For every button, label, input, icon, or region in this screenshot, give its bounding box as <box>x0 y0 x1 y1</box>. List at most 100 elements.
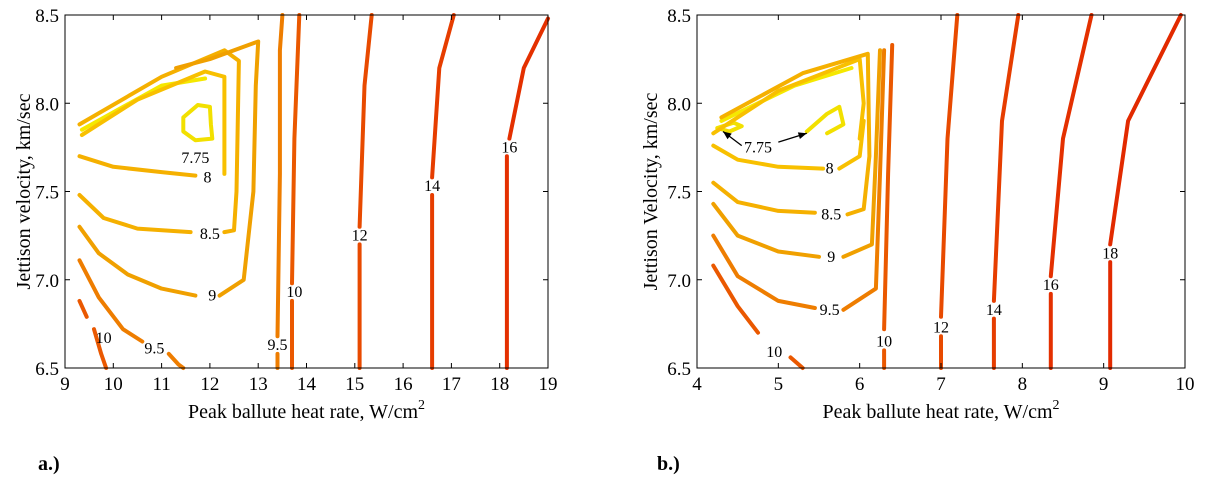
contour-line <box>357 13 374 229</box>
contour-label: 8.5 <box>821 206 841 223</box>
x-tick-label: 17 <box>442 374 461 395</box>
contour-label: 8 <box>204 169 212 186</box>
contour-label: 9 <box>827 249 835 266</box>
contour-line <box>841 48 882 259</box>
contour-label: 12 <box>933 319 949 336</box>
contour-line <box>77 298 89 319</box>
contour-line <box>882 43 895 332</box>
chart-panel-1: 7.75 8 8.5 9 9.5 9.5 10 10 12 14 16 9 10 11 12 13 14 15 16… <box>13 6 558 475</box>
y-tick-label: 6.5 <box>35 359 59 380</box>
y-tick-label: 8.5 <box>667 6 691 27</box>
contour-line <box>711 233 817 310</box>
contour-line <box>77 224 198 298</box>
x-tick-label: 12 <box>200 374 219 395</box>
contour-line <box>719 51 872 217</box>
x-tick-label: 6 <box>855 374 865 395</box>
contour-line <box>711 143 826 171</box>
contour-line <box>991 13 1021 303</box>
x-tick-label: 8 <box>1018 374 1028 395</box>
y-tick-label: 7.5 <box>35 183 59 204</box>
contour-label: 18 <box>1102 245 1118 262</box>
contour-label: 14 <box>424 178 440 195</box>
x-tick-label: 5 <box>774 374 784 395</box>
contour-line <box>290 13 302 286</box>
contour-label: 10 <box>286 284 302 301</box>
contour-label: 16 <box>1043 277 1059 294</box>
contour-label: 14 <box>986 302 1002 319</box>
x-tick-label: 16 <box>394 374 413 395</box>
y-tick-label: 7.5 <box>667 183 691 204</box>
contour-line <box>1108 13 1183 247</box>
x-tick-label: 19 <box>539 374 558 395</box>
contour-line <box>77 193 193 235</box>
x-tick-label: 10 <box>1176 374 1195 395</box>
x-axis-label-text: Peak ballute heat rate, W/cm <box>822 401 1053 423</box>
contour-label: 16 <box>501 139 517 156</box>
contour-label: 10 <box>766 344 782 361</box>
contour-line <box>174 39 261 298</box>
contour-line <box>92 327 109 370</box>
contour-label: 8.5 <box>200 226 220 243</box>
y-tick-label: 8.5 <box>35 6 59 27</box>
x-tick-label: 10 <box>104 374 123 395</box>
annotation-label: 7.75 <box>744 139 772 156</box>
contour-label: 10 <box>96 330 112 347</box>
contour-line <box>430 13 456 180</box>
contour-line <box>711 180 817 215</box>
x-axis-label: Peak ballute heat rate, W/cm2 <box>822 398 1059 423</box>
contour-line <box>79 69 227 176</box>
contour-line <box>507 16 550 141</box>
contour-line <box>1048 13 1094 279</box>
contour-line <box>79 76 208 132</box>
contour-label: 9.5 <box>144 341 164 358</box>
contour-line <box>275 13 285 339</box>
contour-line <box>77 258 145 344</box>
x-axis-label: Peak ballute heat rate, W/cm2 <box>188 398 425 423</box>
contour-line <box>711 57 866 141</box>
x-tick-label: 7 <box>936 374 946 395</box>
chart-panel-2: 8 8.5 9 9.5 10 10 12 14 16 18 7.75 4 5 6 7 8 9 10 6.5 7.0 7.… <box>640 6 1195 475</box>
x-tick-label: 14 <box>297 374 317 395</box>
x-axis-label-sup: 2 <box>418 398 425 413</box>
x-tick-label: 13 <box>249 374 268 395</box>
contour-label: 10 <box>876 334 892 351</box>
contour-label: 9.5 <box>268 337 288 354</box>
x-tick-label: 15 <box>345 374 364 395</box>
x-tick-label: 11 <box>152 374 170 395</box>
panel-label: a.) <box>38 453 60 475</box>
y-tick-label: 8.0 <box>667 94 691 115</box>
y-tick-label: 7.0 <box>35 271 59 292</box>
contour-label: 9.5 <box>820 302 840 319</box>
y-axis-label: Jettison velocity, km/sec <box>13 93 35 289</box>
annotation-arrowhead <box>797 132 807 140</box>
x-tick-label: 18 <box>490 374 509 395</box>
contour-line <box>711 263 760 335</box>
contour-line <box>711 201 821 259</box>
y-tick-label: 7.0 <box>667 271 691 292</box>
contour-line <box>841 48 887 312</box>
y-axis-label: Jettison Velocity, km/sec <box>640 93 662 291</box>
contour-line <box>788 355 805 370</box>
x-tick-label: 9 <box>1099 374 1109 395</box>
y-tick-label: 8.0 <box>35 94 59 115</box>
contour-line <box>77 154 198 178</box>
panel-label: b.) <box>657 453 680 475</box>
contour-label: 9 <box>208 288 216 305</box>
contour-label: 8 <box>826 161 834 178</box>
x-tick-label: 4 <box>692 374 702 395</box>
y-tick-label: 6.5 <box>667 359 691 380</box>
contour-line <box>77 48 241 235</box>
contour-line <box>837 118 866 171</box>
contour-line <box>166 351 186 370</box>
contour-label: 12 <box>352 228 368 245</box>
x-axis-label-text: Peak ballute heat rate, W/cm <box>188 401 419 423</box>
contour-line <box>804 104 846 136</box>
x-axis-label-sup: 2 <box>1053 398 1060 413</box>
contour-line <box>181 103 215 143</box>
x-tick-label: 9 <box>60 374 70 395</box>
contour-line <box>939 13 960 319</box>
contour-label: 7.75 <box>181 150 209 167</box>
plot-frame <box>64 14 549 369</box>
annotation-arrowhead <box>723 131 732 140</box>
